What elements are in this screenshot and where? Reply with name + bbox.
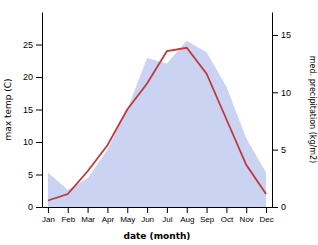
tick-label: 20 <box>23 72 33 82</box>
chart-container: Jan Feb Mar Apr May Jun Jul Aug Sep Oct Nov Dec 0 5 10… <box>0 0 318 245</box>
tick: Jan <box>42 207 55 224</box>
tick-label: Jun <box>141 215 154 224</box>
tick-mark <box>167 207 168 213</box>
tick: 5 <box>28 170 42 180</box>
tick: 0 <box>28 202 42 212</box>
tick: 5 <box>272 145 286 155</box>
tick-label: Jan <box>42 215 55 224</box>
tick: Feb <box>61 207 75 224</box>
tick-mark <box>207 207 208 213</box>
tick-mark <box>36 142 42 143</box>
tick-label: Oct <box>221 215 234 224</box>
tick-label: Jul <box>162 215 172 224</box>
tick-label: 15 <box>23 105 33 115</box>
tick-mark <box>36 175 42 176</box>
tick: 10 <box>23 137 42 147</box>
tick: Mar <box>81 207 95 224</box>
tick-mark <box>36 77 42 78</box>
tick-mark <box>68 207 69 213</box>
tick-mark <box>127 207 128 213</box>
plot-area <box>48 41 266 207</box>
tick-label: Mar <box>81 215 95 224</box>
tick: 20 <box>23 72 42 82</box>
tick: 15 <box>23 105 42 115</box>
tick-label: 10 <box>23 137 33 147</box>
y2-axis: 0 5 10 15 <box>272 13 291 213</box>
tick: 0 <box>272 202 286 212</box>
tick-label: 0 <box>28 202 33 212</box>
tick-label: 5 <box>281 145 286 155</box>
tick: Jun <box>141 207 154 224</box>
tick-label: 10 <box>281 88 291 98</box>
area <box>48 41 266 207</box>
line <box>48 48 266 201</box>
x-axis: Jan Feb Mar Apr May Jun Jul Aug Sep Oct Nov Dec <box>42 207 274 224</box>
y2-axis-title: med. precipitation (kg/m2) <box>308 56 317 163</box>
tick: 10 <box>272 88 291 98</box>
x-axis-line <box>43 207 273 208</box>
tick-mark <box>266 207 267 213</box>
tick-label: 0 <box>281 202 286 212</box>
tick-mark <box>272 207 278 208</box>
tick: 15 <box>272 30 291 40</box>
tick-mark <box>107 207 108 213</box>
tick: Apr <box>102 207 115 224</box>
plot-root: Jan Feb Mar Apr May Jun Jul Aug Sep Oct Nov Dec 0 5 10… <box>23 13 291 224</box>
tick-label: Feb <box>61 215 75 224</box>
tick: Oct <box>221 207 234 224</box>
tick-label: 5 <box>28 170 33 180</box>
tick-label: Nov <box>240 215 254 224</box>
tick-mark <box>246 207 247 213</box>
tick-label: 15 <box>281 30 291 40</box>
tick-mark <box>272 35 278 36</box>
tick-label: Apr <box>102 215 115 224</box>
tick-mark <box>48 207 49 213</box>
tick: Aug <box>180 207 194 224</box>
y-axis: 0 5 10 15 20 25 <box>23 13 43 213</box>
tick: May <box>120 207 135 224</box>
tick-label: 25 <box>23 40 33 50</box>
tick: Dec <box>259 207 273 224</box>
y2-axis-line <box>272 13 273 208</box>
tick-label: Sep <box>200 215 215 224</box>
tick-mark <box>147 207 148 213</box>
tick-label: Dec <box>259 215 273 224</box>
chart: Jan Feb Mar Apr May Jun Jul Aug Sep Oct Nov Dec 0 5 10… <box>0 0 318 245</box>
tick: 25 <box>23 40 42 50</box>
tick-mark <box>36 45 42 46</box>
tick-label: May <box>120 215 135 224</box>
tick-mark <box>226 207 227 213</box>
tick: Nov <box>240 207 254 224</box>
tick-mark <box>88 207 89 213</box>
tick-mark <box>36 207 42 208</box>
tick-label: Aug <box>180 215 194 224</box>
tick-mark <box>272 92 278 93</box>
x-axis-title: date (month) <box>124 231 191 241</box>
tick: Sep <box>200 207 215 224</box>
tick-mark <box>272 150 278 151</box>
tick: Jul <box>162 207 172 224</box>
tick-mark <box>36 110 42 111</box>
tick-mark <box>187 207 188 213</box>
y-axis-title: max temp (C) <box>3 78 13 140</box>
y-axis-line <box>42 13 43 208</box>
